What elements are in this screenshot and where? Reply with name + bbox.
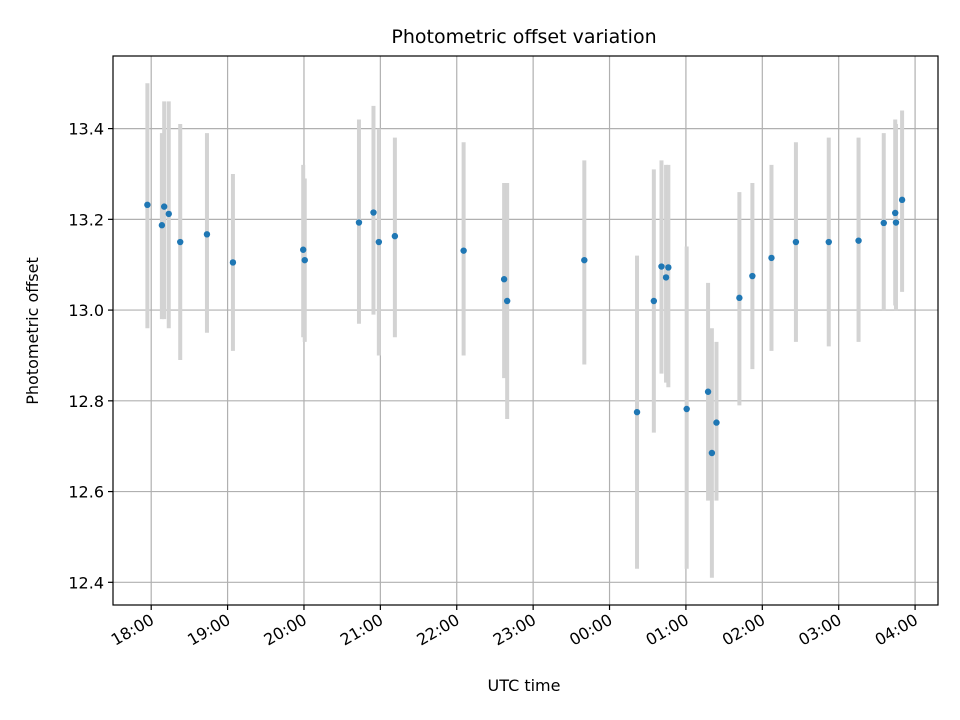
data-point [633,408,641,416]
data-point [460,247,467,254]
data-point [301,256,308,264]
x-tick-label: 23:00 [490,610,539,650]
data-point [792,238,800,246]
x-tick-label: 01:00 [642,610,691,650]
data-point [665,264,672,271]
data-point [749,272,756,280]
data-point [855,237,862,244]
x-tick-label: 19:00 [184,610,233,650]
data-point [581,256,588,264]
x-axis: 18:00 19:00 20:00 21:00 22:00 23:00 00:00 01:00… [108,605,921,650]
data-point [203,231,211,238]
error-bars [145,83,905,578]
y-tick-label: 13.0 [68,301,104,320]
data-point [736,294,743,302]
x-tick-label: 22:00 [413,610,462,650]
data-point [768,254,775,262]
data-point [229,259,237,266]
y-axis: 12.4 12.6 12.8 13.0 13.2 13.4 [68,120,113,592]
data-point [825,238,832,246]
data-point [898,196,906,204]
data-point [892,209,899,217]
data-point [144,201,151,209]
data-point [880,219,887,227]
x-tick-label: 02:00 [719,610,768,650]
chart-title: Photometric offset variation [391,26,656,48]
data-point [503,297,511,305]
data-point [370,209,377,216]
data-point [892,219,900,226]
data-point [658,263,665,270]
x-tick-label: 03:00 [795,610,844,650]
data-point [713,419,720,426]
y-tick-label: 12.8 [68,392,104,411]
x-tick-label: 18:00 [108,610,157,650]
x-tick-label: 20:00 [261,610,310,650]
y-tick-label: 13.2 [68,210,104,229]
y-tick-label: 12.4 [68,573,104,592]
data-point [650,297,658,305]
x-tick-label: 21:00 [337,610,386,650]
y-tick-label: 13.4 [68,120,104,139]
data-points [144,196,906,457]
grid [113,56,938,605]
data-point [708,449,716,457]
x-axis-label: UTC time [488,676,561,695]
data-point [375,238,383,246]
data-point [662,274,670,281]
y-axis-label: Photometric offset [23,257,42,405]
data-point [165,210,172,218]
data-point [160,203,168,210]
data-point [683,405,690,413]
data-point [355,219,363,226]
x-tick-label: 04:00 [872,610,921,650]
data-point [391,232,399,240]
plot-frame [112,55,939,606]
data-point [300,246,307,253]
y-tick-label: 12.6 [68,483,104,502]
x-tick-label: 00:00 [566,610,615,650]
data-point [704,388,712,395]
data-point [177,238,184,246]
data-point [500,276,508,283]
data-point [158,222,166,229]
